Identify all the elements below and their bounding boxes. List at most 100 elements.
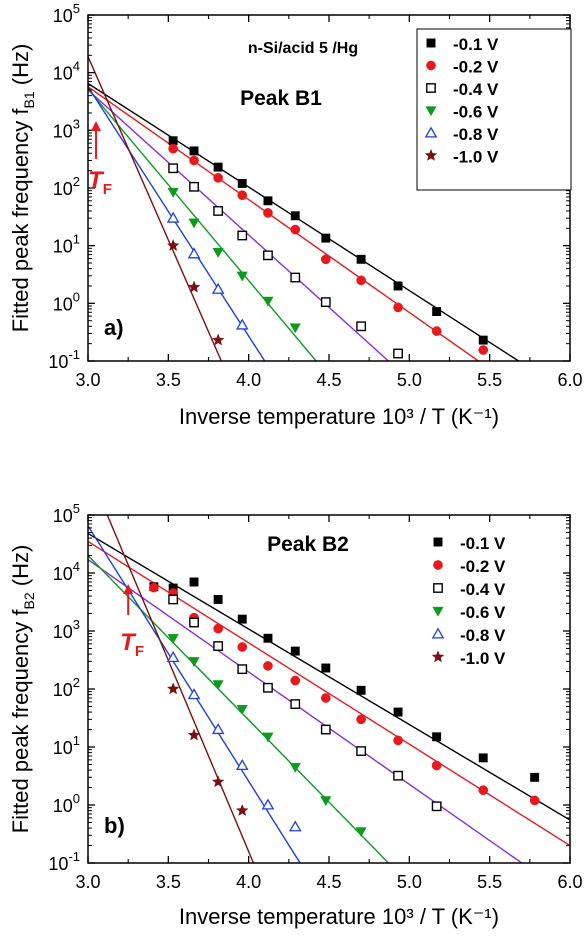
data-point xyxy=(149,582,159,593)
y-tick-label: 104 xyxy=(53,559,80,584)
data-point xyxy=(288,820,302,832)
data-point xyxy=(263,661,273,671)
data-point xyxy=(213,623,223,634)
legend-marker xyxy=(426,60,436,71)
y-tick-label: 101 xyxy=(53,232,80,257)
data-series xyxy=(168,594,442,812)
data-point xyxy=(263,633,273,643)
legend-label: -0.1 V xyxy=(460,534,506,553)
data-point xyxy=(478,345,489,355)
data-point xyxy=(431,326,442,336)
data-point xyxy=(529,795,540,806)
y-tick-label: 105 xyxy=(53,501,80,526)
data-point xyxy=(236,271,248,282)
data-point xyxy=(263,682,273,693)
fit-lines xyxy=(88,515,570,863)
legend-marker xyxy=(425,106,437,117)
x-tick-label: 4.5 xyxy=(316,872,341,892)
x-tick-label: 5.5 xyxy=(477,872,502,892)
data-point xyxy=(166,650,180,662)
legend-marker xyxy=(424,148,438,161)
data-point xyxy=(432,307,442,317)
data-point xyxy=(393,348,403,359)
data-series xyxy=(149,582,540,806)
legend-marker xyxy=(424,126,438,138)
tf-arrow: TF xyxy=(120,584,144,660)
panel-label: a) xyxy=(104,315,124,340)
panel-label: b) xyxy=(104,813,125,838)
data-point xyxy=(530,772,540,782)
data-point xyxy=(356,714,366,725)
fit-line xyxy=(88,86,479,361)
data-point xyxy=(189,146,199,156)
data-series xyxy=(168,163,403,359)
x-tick-label: 4.0 xyxy=(236,370,261,390)
legend-marker xyxy=(433,537,443,547)
data-point xyxy=(166,682,180,695)
y-axis-title: Fitted peak frequency fB1 (Hz) xyxy=(8,44,37,333)
y-tick-label: 10-1 xyxy=(48,849,80,874)
data-point xyxy=(393,707,403,717)
data-point xyxy=(211,723,225,735)
data-point xyxy=(187,280,201,293)
data-point xyxy=(189,577,199,587)
legend-label: -1.0 V xyxy=(460,649,506,668)
data-point xyxy=(168,594,179,605)
data-series xyxy=(168,143,489,355)
data-point xyxy=(393,735,403,746)
data-point xyxy=(290,224,301,235)
fit-lines xyxy=(88,56,519,361)
data-point xyxy=(321,663,331,673)
data-point xyxy=(212,680,224,691)
data-point xyxy=(213,594,223,604)
data-point xyxy=(356,275,366,286)
legend-label: -0.4 V xyxy=(460,580,506,599)
data-point xyxy=(393,281,403,291)
data-point xyxy=(213,206,224,216)
y-tick-label: 101 xyxy=(53,733,80,758)
legend-label: -0.1 V xyxy=(453,35,499,54)
fit-line xyxy=(106,515,255,863)
x-axis: 3.0 3.5 4.0 4.5 5.0 5.5 6.0 xyxy=(75,15,583,390)
data-point xyxy=(289,323,301,334)
data-point xyxy=(356,685,366,695)
x-tick-label: 3.5 xyxy=(156,872,181,892)
data-point xyxy=(356,746,367,756)
x-axis-title: Inverse temperature 10³ / T (K⁻¹) xyxy=(179,904,499,929)
data-point xyxy=(355,827,367,838)
data-point xyxy=(166,238,180,252)
legend-label: -0.6 V xyxy=(460,603,506,622)
tf-arrow: TF xyxy=(88,121,112,198)
data-series xyxy=(168,136,488,345)
data-point xyxy=(236,704,248,715)
data-point xyxy=(320,693,331,703)
x-axis-title: Inverse temperature 10³ / T (K⁻¹) xyxy=(179,404,499,429)
x-tick-label: 6.0 xyxy=(557,872,582,892)
data-point xyxy=(166,211,180,223)
fit-line xyxy=(88,89,389,361)
legend-marker xyxy=(426,38,436,48)
data-point xyxy=(393,302,403,313)
x-tick-label: 4.5 xyxy=(316,370,341,390)
data-point xyxy=(320,254,331,265)
data-series xyxy=(167,634,367,838)
legend-marker xyxy=(433,560,443,570)
x-tick-label: 5.0 xyxy=(397,370,422,390)
legend-label: -0.2 V xyxy=(460,557,506,576)
y-tick-label: 103 xyxy=(53,617,80,642)
legend-label: -0.4 V xyxy=(453,80,499,99)
data-series xyxy=(149,577,540,782)
data-point xyxy=(187,688,201,700)
y-axis: 10-1 100 101 102 103 104 105 xyxy=(48,501,570,874)
x-axis: 3.0 3.5 4.0 4.5 5.0 5.5 6.0 xyxy=(75,515,583,892)
data-point xyxy=(211,775,225,788)
data-point xyxy=(237,230,248,241)
y-tick-label: 10-1 xyxy=(48,347,80,372)
data-point xyxy=(431,760,442,771)
legend-label: -0.2 V xyxy=(453,58,499,77)
data-point xyxy=(211,282,225,294)
data-point xyxy=(213,641,224,651)
data-point xyxy=(168,136,178,146)
sample-annotation: n-Si/acid 5 /Hg xyxy=(248,40,358,57)
